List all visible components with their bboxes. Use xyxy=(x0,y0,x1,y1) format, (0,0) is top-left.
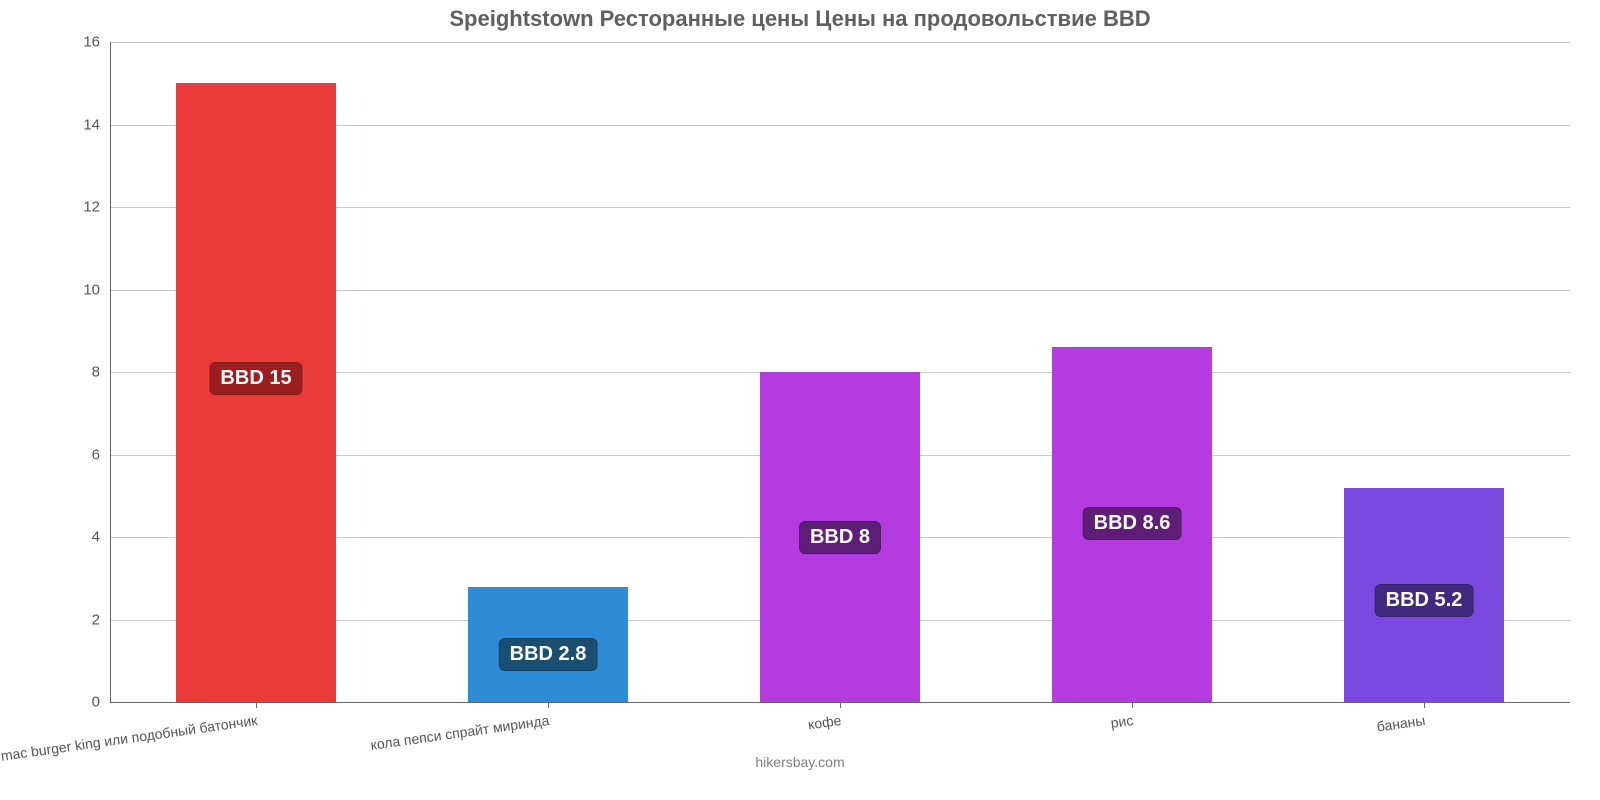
y-tick-label: 16 xyxy=(40,34,100,51)
y-tick-label: 2 xyxy=(40,611,100,628)
y-tick-label: 6 xyxy=(40,446,100,463)
chart-title: Speightstown Ресторанные цены Цены на пр… xyxy=(0,6,1600,32)
y-tick-label: 12 xyxy=(40,199,100,216)
y-tick-label: 4 xyxy=(40,529,100,546)
bar-value-label: BBD 15 xyxy=(209,362,302,395)
x-category-label: кола пепси спрайт миринда xyxy=(369,712,550,753)
bars-layer: BBD 15 BBD 2.8 BBD 8 BBD 8.6 BBD 5.2 xyxy=(110,42,1570,702)
bar-value-label: BBD 2.8 xyxy=(499,638,598,671)
x-category-label: бананы xyxy=(1376,712,1427,735)
x-category-label: рис xyxy=(1110,712,1135,731)
x-tick-mark xyxy=(1132,702,1133,708)
bar-value-label: BBD 8.6 xyxy=(1083,507,1182,540)
chart-container: Speightstown Ресторанные цены Цены на пр… xyxy=(0,0,1600,800)
plot-area: 0246810121416BBD 15BBD 2.8BBD 8BBD 8.6BB… xyxy=(110,42,1570,702)
x-tick-mark xyxy=(1424,702,1425,708)
y-tick-label: 10 xyxy=(40,281,100,298)
y-tick-label: 0 xyxy=(40,694,100,711)
x-tick-mark xyxy=(840,702,841,708)
x-tick-mark xyxy=(256,702,257,708)
y-tick-label: 14 xyxy=(40,116,100,133)
x-category-label: кофе xyxy=(807,712,842,732)
bar-value-label: BBD 5.2 xyxy=(1375,584,1474,617)
bar-value-label: BBD 8 xyxy=(799,521,881,554)
chart-footer: hikersbay.com xyxy=(0,754,1600,770)
y-tick-label: 8 xyxy=(40,364,100,381)
x-tick-mark xyxy=(548,702,549,708)
